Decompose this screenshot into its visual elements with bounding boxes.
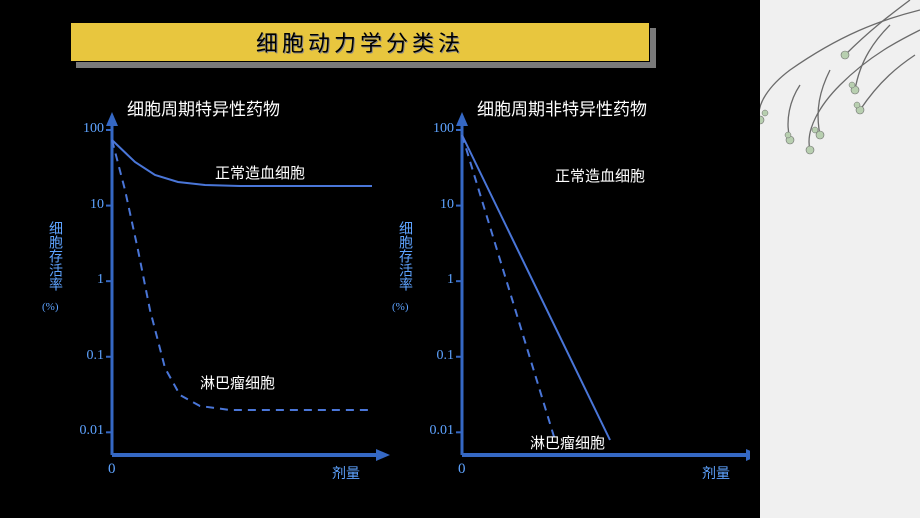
ytick-label: 100	[414, 121, 454, 137]
main-area: 细胞动力学分类法 细胞周期特异性药物 细胞存活率 (%) 剂量 0 100101…	[0, 0, 760, 518]
chart-right-origin: 0	[458, 461, 466, 478]
ytick-label: 1	[414, 272, 454, 288]
page: 细胞动力学分类法 细胞周期特异性药物 细胞存活率 (%) 剂量 0 100101…	[0, 0, 920, 518]
series-label: 正常造血细胞	[215, 162, 305, 183]
branch-decoration	[760, 0, 920, 180]
ytick-label: 10	[64, 197, 104, 213]
ytick-label: 100	[64, 121, 104, 137]
sidebar	[760, 0, 920, 518]
title-bar: 细胞动力学分类法	[70, 22, 650, 62]
series-label: 淋巴瘤细胞	[200, 372, 275, 393]
chart-right-xlabel: 剂量	[702, 463, 730, 483]
ytick-label: 1	[64, 272, 104, 288]
chart-right-ylabel: 细胞存活率	[394, 221, 414, 291]
chart-right-ylabel-pct: (%)	[392, 301, 409, 313]
chart-left-ylabel: 细胞存活率	[44, 221, 64, 291]
chart-right: 细胞周期非特异性药物 细胞存活率 (%) 剂量 0 1001010.10.01正…	[400, 110, 750, 500]
chart-left: 细胞周期特异性药物 细胞存活率 (%) 剂量 0 1001010.10.01正常…	[40, 110, 390, 500]
ytick-label: 0.01	[64, 423, 104, 439]
chart-left-ylabel-pct: (%)	[42, 301, 59, 313]
ytick-label: 0.1	[64, 348, 104, 364]
series-label: 淋巴瘤细胞	[530, 432, 605, 453]
title-text: 细胞动力学分类法	[256, 26, 464, 58]
ytick-label: 0.01	[414, 423, 454, 439]
title-box: 细胞动力学分类法	[70, 22, 650, 62]
ytick-label: 0.1	[414, 348, 454, 364]
ytick-label: 10	[414, 197, 454, 213]
series-label: 正常造血细胞	[555, 165, 645, 186]
chart-left-origin: 0	[108, 461, 116, 478]
chart-left-xlabel: 剂量	[332, 463, 360, 483]
